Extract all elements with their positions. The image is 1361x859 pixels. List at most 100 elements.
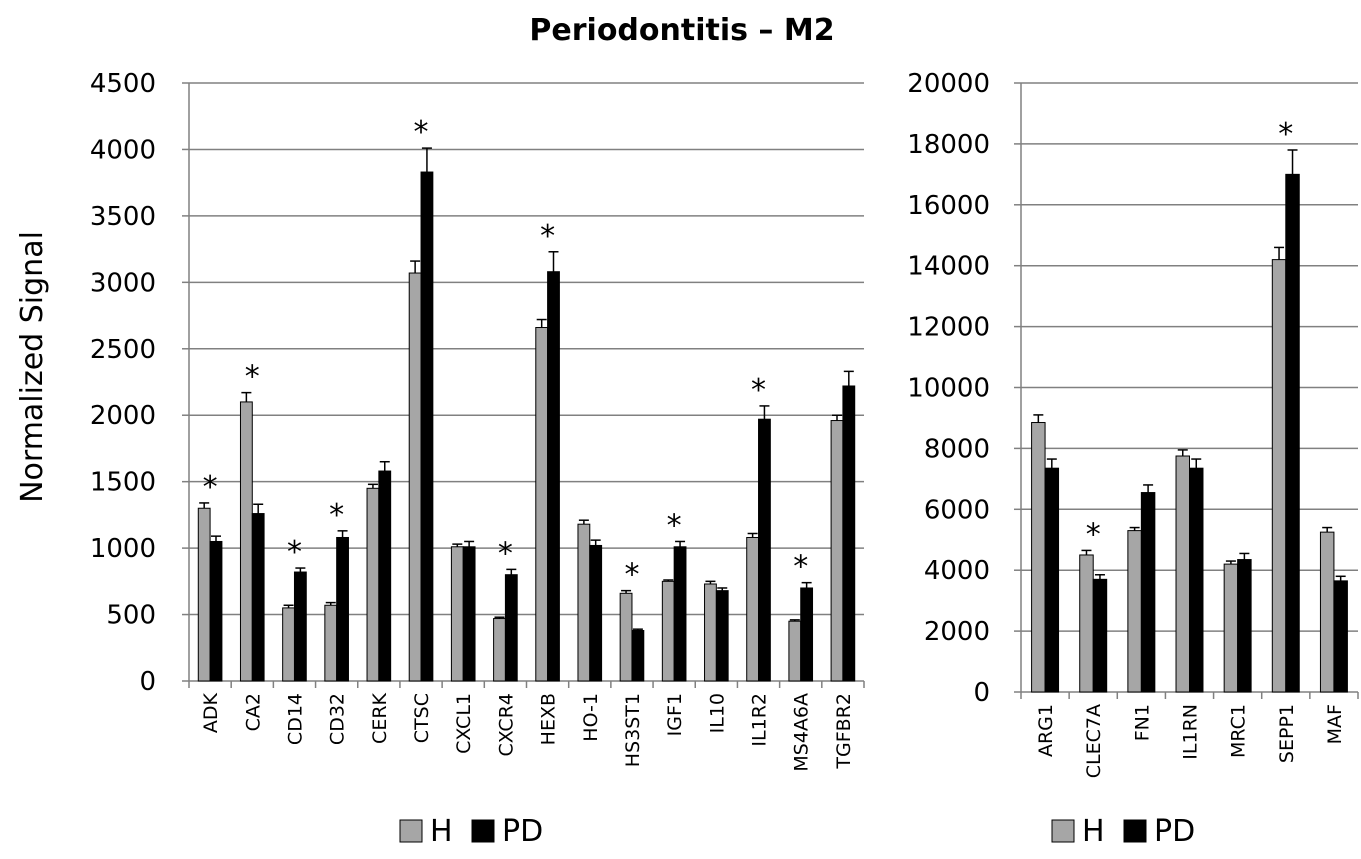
x-tick-label: FN1: [1131, 704, 1153, 741]
x-tick-label: TGFBR2: [833, 693, 855, 770]
bar-h-tgfbr2: [830, 420, 844, 682]
x-tick-label: ADK: [200, 692, 222, 733]
y-tick-label: 0: [973, 678, 990, 708]
bar-pd-tgfbr2: [842, 385, 856, 682]
bar-h-cd32: [324, 604, 338, 682]
bar-h-cd14: [282, 607, 295, 682]
x-tick-label: CD32: [327, 693, 349, 745]
significance-marker: *: [624, 558, 639, 593]
legend-swatch-h: [1051, 819, 1075, 843]
x-tick-label: SEPP1: [1276, 704, 1298, 763]
significance-marker: *: [414, 115, 429, 150]
x-tick-label: IL1RN: [1180, 704, 1202, 760]
bar-pd-cd14: [293, 571, 307, 682]
bar-pd-ca2: [251, 513, 265, 682]
x-tick-label: CERK: [369, 692, 391, 743]
bar-h-ho-1: [577, 523, 591, 682]
bar-h-cxcl1: [450, 546, 464, 682]
y-tick-label: 18000: [907, 130, 990, 160]
significance-marker: *: [667, 508, 682, 543]
legend: H PD: [1051, 814, 1195, 849]
significance-marker: *: [540, 219, 555, 254]
x-tick-label: IGF1: [664, 693, 686, 736]
bar-pd-fn1: [1140, 492, 1156, 693]
bar-pd-il1r2: [758, 418, 771, 682]
y-tick-label: 1500: [90, 468, 156, 498]
x-tick-label: HS3ST1: [622, 693, 644, 767]
x-tick-label: IL1R2: [749, 693, 771, 747]
bar-h-mrc1: [1223, 563, 1239, 693]
bar-pd-maf: [1333, 580, 1348, 693]
x-tick-label: CD14: [284, 693, 306, 745]
significance-marker: *: [751, 373, 766, 408]
bar-h-fn1: [1127, 530, 1142, 693]
x-tick-label: MS4A6A: [791, 693, 813, 772]
bar-h-maf: [1319, 531, 1335, 693]
x-tick-label: CXCR4: [495, 693, 517, 756]
panel-right-chart: 0 2000 4000 6000 8000 10000 12000 14000 16000 180…: [907, 69, 1359, 849]
legend-swatch-h: [399, 819, 423, 843]
y-tick-label: 12000: [907, 313, 990, 343]
bar-h-il1rn: [1175, 455, 1191, 693]
y-tick-label: 6000: [924, 495, 990, 525]
y-tick-label: 2000: [90, 401, 156, 431]
y-tick-label: 2500: [90, 335, 156, 365]
x-tick-label: HEXB: [538, 693, 560, 745]
bar-pd-il10: [715, 590, 729, 682]
y-tick-label: 20000: [907, 69, 990, 99]
legend-label-h: H: [1082, 814, 1105, 849]
bar-pd-hs3st1: [631, 630, 645, 682]
y-tick-label: 10000: [907, 374, 990, 404]
bar-pd-hexb: [547, 271, 560, 682]
x-tick-label: CLEC7A: [1083, 704, 1105, 778]
bar-pd-cerk: [378, 470, 392, 682]
y-tick-label: 4500: [90, 69, 156, 99]
bar-h-ctsc: [408, 272, 422, 682]
x-tick-label: CA2: [242, 693, 264, 731]
y-tick-label: 2000: [924, 617, 990, 647]
significance-marker: *: [329, 498, 344, 533]
bar-h-ca2: [239, 401, 253, 682]
bar-h-cxcr4: [493, 618, 506, 682]
y-tick-label: 500: [106, 601, 156, 631]
y-tick-label: 1000: [90, 534, 156, 564]
bar-h-arg1: [1031, 422, 1046, 693]
significance-marker: *: [1086, 517, 1101, 552]
bar-h-clec7a: [1079, 554, 1094, 693]
significance-marker: *: [245, 360, 260, 395]
bar-pd-cxcr4: [504, 574, 518, 682]
bar-pd-adk: [209, 540, 223, 682]
bar-pd-il1rn: [1189, 467, 1204, 693]
bar-h-hexb: [535, 327, 549, 682]
bar-pd-arg1: [1044, 467, 1060, 693]
y-tick-label: 4000: [90, 135, 156, 165]
x-tick-label: CTSC: [411, 693, 433, 743]
bar-h-il1r2: [746, 536, 760, 682]
significance-marker: *: [793, 550, 808, 585]
significance-marker: *: [203, 470, 218, 505]
significance-marker: *: [498, 536, 513, 571]
x-tick-label: MRC1: [1228, 704, 1250, 758]
bar-pd-ho-1: [589, 544, 603, 682]
panel-left-chart: 0 500 1000 1500 2000 2500 3000 3500 4000 4500 Norm…: [15, 69, 865, 849]
x-tick-label: ARG1: [1035, 704, 1057, 757]
bar-pd-ctsc: [420, 171, 434, 682]
bar-h-il10: [704, 583, 717, 682]
bar-pd-mrc1: [1237, 559, 1252, 693]
bar-h-ms4a6a: [788, 620, 802, 682]
x-tick-label: CXCL1: [453, 693, 475, 754]
y-tick-label: 14000: [907, 252, 990, 282]
legend-swatch-pd: [471, 819, 495, 843]
legend-label-h: H: [430, 814, 453, 849]
legend: H PD: [399, 814, 543, 849]
legend-swatch-pd: [1123, 819, 1147, 843]
x-tick-label: MAF: [1324, 704, 1346, 744]
bar-h-cerk: [366, 487, 380, 682]
bar-h-sepp1: [1271, 259, 1287, 693]
bar-pd-cxcl1: [462, 546, 476, 682]
bar-pd-igf1: [673, 546, 687, 682]
y-tick-label: 8000: [924, 434, 990, 464]
significance-marker: *: [1278, 117, 1293, 152]
x-tick-label: IL10: [706, 693, 728, 733]
